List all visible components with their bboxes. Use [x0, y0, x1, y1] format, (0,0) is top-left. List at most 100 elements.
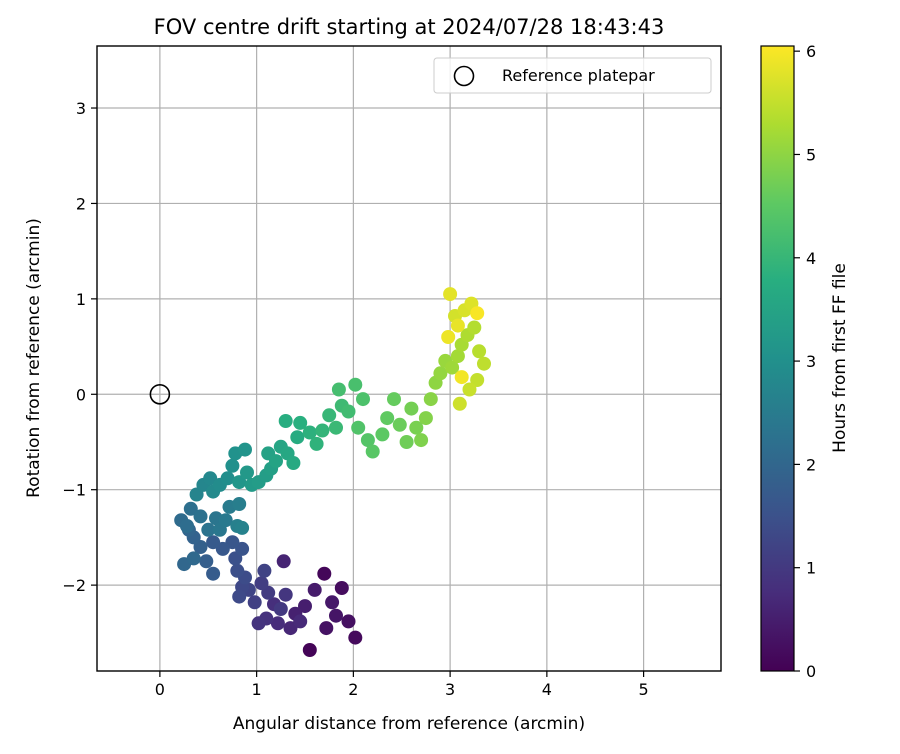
scatter-point — [450, 318, 465, 333]
scatter-point — [375, 427, 390, 442]
y-tick-label: −2 — [62, 576, 86, 595]
y-tick-label: 3 — [76, 99, 86, 118]
colorbar-tick-label: 2 — [806, 455, 816, 474]
scatter-point — [298, 599, 312, 614]
colorbar-tick-label: 3 — [806, 352, 816, 371]
scatter-point — [356, 392, 370, 407]
scatter-point — [360, 433, 375, 448]
y-tick-label: 1 — [76, 290, 86, 309]
reference-platepar-marker — [149, 383, 171, 405]
scatter-point — [278, 587, 293, 602]
scatter-point — [472, 344, 487, 359]
x-tick-label: 1 — [252, 680, 262, 699]
y-tick-label: 0 — [76, 385, 86, 404]
colorbar-label: Hours from first FF file — [830, 263, 850, 453]
scatter-point — [418, 411, 433, 426]
colorbar-gradient — [761, 46, 794, 671]
scatter-point — [392, 417, 407, 432]
scatter-point — [247, 595, 262, 610]
y-tick-label: 2 — [76, 194, 86, 213]
colorbar-frame — [760, 45, 795, 672]
scatter-point — [186, 551, 201, 566]
colorbar-tick-label: 1 — [806, 559, 816, 578]
scatter-point — [286, 456, 301, 470]
scatter-point — [348, 630, 363, 645]
scatter-point — [341, 404, 356, 419]
scatter-point — [315, 423, 330, 438]
scatter-point — [462, 382, 477, 397]
scatter-point — [254, 576, 269, 591]
chart-title: FOV centre drift starting at 2024/07/28 … — [154, 15, 665, 39]
scatter-point — [206, 535, 221, 550]
colorbar-tick-label: 5 — [806, 145, 816, 164]
scatter-point — [365, 444, 380, 459]
scatter-point — [257, 563, 272, 578]
scatter-point — [433, 366, 448, 381]
scatter-point — [270, 616, 285, 631]
x-tick-label: 3 — [445, 680, 455, 699]
y-axis-ticks: −2 −1 0 1 2 3 — [62, 99, 97, 595]
scatter-point — [317, 566, 332, 581]
scatter-point — [302, 425, 317, 440]
scatter-point — [348, 377, 363, 392]
scatter-point — [251, 616, 266, 631]
scatter-point — [450, 349, 465, 364]
scatter-point — [238, 442, 252, 457]
scatter-point — [230, 563, 245, 578]
colorbar-tick-label: 6 — [806, 42, 816, 61]
scatter-point — [235, 520, 250, 535]
y-axis-label: Rotation from reference (arcmin) — [24, 218, 44, 498]
x-tick-label: 2 — [348, 680, 358, 699]
scatter-point — [351, 420, 366, 435]
scatter-point — [477, 356, 491, 371]
scatter-point — [319, 621, 334, 636]
x-axis-label: Angular distance from reference (arcmin) — [233, 714, 585, 734]
scatter-point — [293, 415, 308, 430]
scatter-point — [329, 420, 343, 435]
scatter-point — [380, 411, 395, 426]
colorbar-tick-label: 0 — [806, 662, 816, 681]
y-tick-label: −1 — [62, 481, 86, 500]
scatter-point — [404, 401, 419, 416]
scatter-point — [445, 360, 460, 375]
scatter-point — [269, 454, 283, 469]
scatter-point — [470, 373, 485, 387]
scatter-point — [293, 614, 308, 629]
colorbar-ticks: 0 1 2 3 4 5 6 — [794, 42, 816, 681]
scatter-point — [240, 465, 254, 480]
legend-marker-icon — [453, 65, 475, 87]
legend: Reference platepar — [433, 57, 712, 94]
legend-box — [433, 57, 712, 94]
scatter-point — [206, 566, 221, 581]
x-tick-label: 5 — [639, 680, 649, 699]
scatter-point — [220, 471, 235, 486]
scatter-point — [307, 582, 322, 597]
scatter-point — [443, 287, 458, 302]
colorbar-tick-label: 4 — [806, 249, 816, 268]
scatter-point — [232, 497, 247, 511]
scatter-point — [193, 509, 208, 524]
scatter-point — [218, 513, 233, 528]
scatter-point — [387, 392, 401, 407]
scatter-point — [180, 519, 194, 533]
scatter-point — [199, 554, 214, 569]
scatter-point — [309, 436, 324, 451]
scatter-point — [470, 306, 485, 321]
scatter-point — [302, 643, 317, 657]
x-tick-label: 4 — [542, 680, 552, 699]
legend-label: Reference platepar — [502, 66, 655, 85]
scatter-point — [414, 433, 429, 448]
scatter-point — [452, 396, 467, 411]
scatter-point — [273, 602, 288, 616]
scatter-point — [322, 408, 337, 423]
scatter-point — [399, 435, 414, 449]
scatter-point — [183, 501, 198, 516]
colorbar: 0 1 2 3 4 5 6 Hours from first FF file — [760, 42, 850, 681]
scatter-point — [325, 595, 340, 610]
scatter-point — [334, 581, 349, 595]
scatter-point — [225, 458, 240, 473]
x-tick-label: 0 — [155, 680, 165, 699]
x-axis-ticks: 0 1 2 3 4 5 — [155, 671, 649, 699]
scatter-point — [278, 414, 293, 428]
